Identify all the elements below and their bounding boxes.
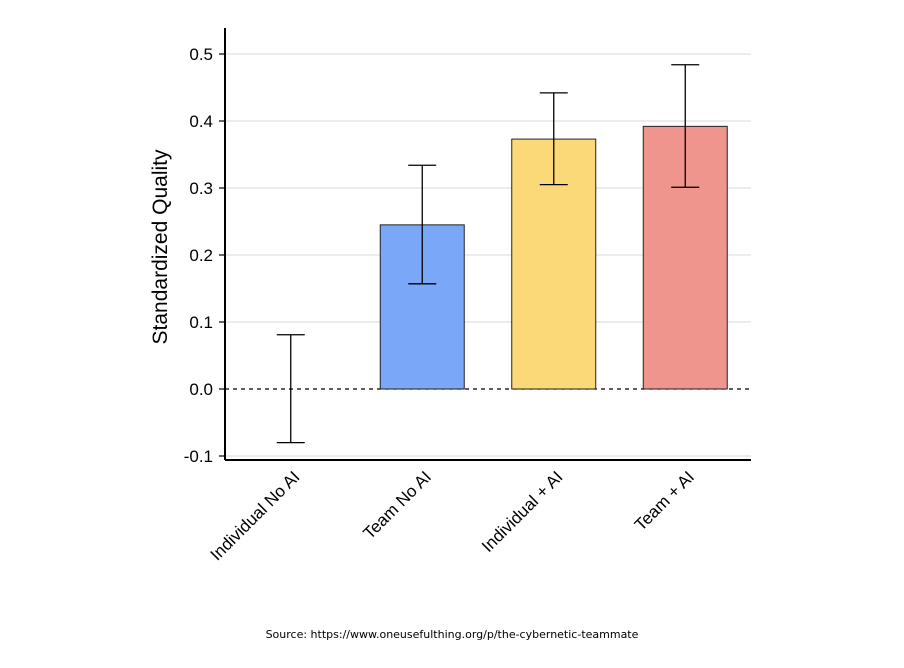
error-bar [408,164,437,285]
error-bar [276,334,305,444]
y-tick-label: -0.1 [184,447,213,466]
x-tick-label: Individual + AI [478,467,567,556]
x-tick-label: Team + AI [631,467,698,534]
y-tick-label: 0.1 [189,313,213,332]
x-tick-labels: Individual No AI Team No AI Individual + A… [207,467,698,564]
y-tick-label: 0.3 [189,179,213,198]
source-caption: Source: https://www.oneusefulthing.org/p… [265,628,639,641]
y-tick-label: 0.4 [189,112,213,131]
gridlines [225,53,751,457]
error-bar [539,92,568,186]
x-tick-label: Individual No AI [207,467,304,564]
y-axis-title: Standardized Quality [149,149,172,344]
x-tick-label: Team No AI [360,467,436,543]
axes [224,28,751,461]
bars [379,125,728,390]
y-tick-label: 0.5 [189,45,213,64]
error-bars [276,64,700,444]
y-tick-labels: -0.1 0.0 0.1 0.2 0.3 0.4 0.5 [184,45,225,466]
error-bar [671,64,700,188]
y-tick-label: 0.2 [189,246,213,265]
y-tick-label: 0.0 [189,380,213,399]
